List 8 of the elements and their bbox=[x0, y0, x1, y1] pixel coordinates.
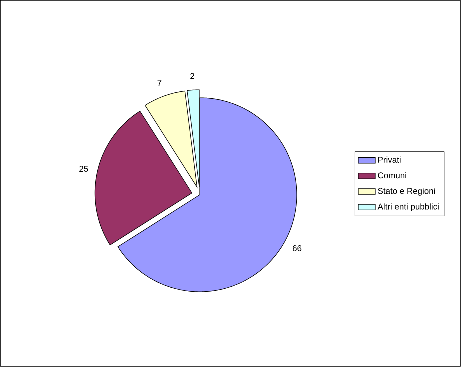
data-label: 66 bbox=[293, 245, 302, 252]
data-label: 2 bbox=[190, 73, 194, 80]
legend-label: Comuni bbox=[378, 172, 406, 179]
legend-label: Altri enti pubblici bbox=[378, 204, 439, 212]
data-label: 7 bbox=[158, 80, 162, 86]
legend-label: Stato e Regioni bbox=[378, 188, 436, 196]
legend-label: Privati bbox=[378, 156, 401, 163]
data-label: 25 bbox=[80, 166, 88, 172]
